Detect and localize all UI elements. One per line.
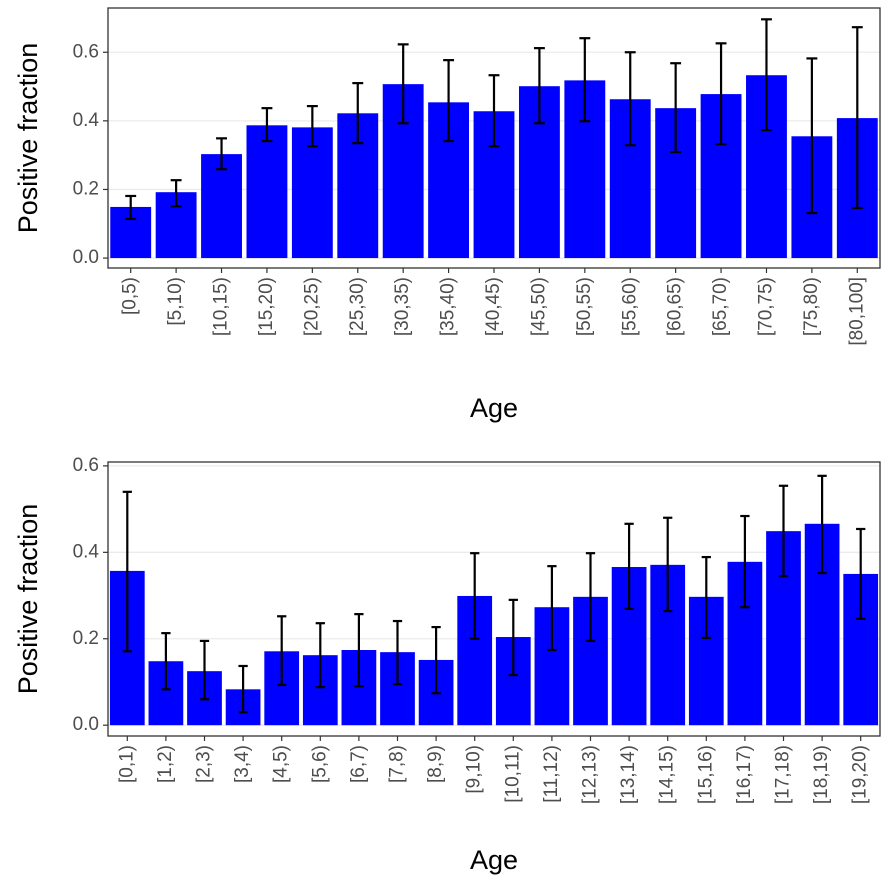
x-tick-label: [60,65): [665, 277, 686, 336]
error-bar: [397, 43, 409, 125]
x-axis-title: Age: [470, 845, 518, 875]
x-tick-label: [14,15): [657, 745, 678, 804]
x-tick-label: [4,5): [271, 745, 292, 783]
error-bar: [170, 179, 182, 208]
x-tick-label: [18,19): [811, 745, 832, 804]
error-bar: [392, 619, 403, 686]
error-bar: [624, 522, 634, 611]
error-bar: [238, 664, 248, 714]
plot-border: [107, 461, 881, 737]
x-tick-label: [15,16): [695, 745, 716, 804]
x-tick-label: [16,17): [734, 745, 755, 804]
error-bar: [261, 107, 273, 143]
x-axis-title: Age: [470, 393, 518, 423]
x-tick-label: [2,3): [194, 745, 215, 783]
plot-background: [108, 462, 880, 736]
bar: [291, 127, 333, 259]
error-bar: [488, 74, 500, 148]
x-tick-label: [70,75): [755, 277, 776, 336]
y-tick-label: 0.0: [73, 247, 99, 268]
x-tick-label: [10,15): [211, 277, 232, 336]
x-tick-label: [5,10): [165, 277, 186, 326]
x-tick-label: [35,40): [438, 277, 459, 336]
x-tick-label: [75,80): [801, 277, 822, 336]
error-bar: [216, 137, 227, 171]
error-bar: [585, 552, 596, 643]
x-tick-label: [8,9): [425, 745, 446, 783]
y-tick-label: 0.4: [73, 110, 100, 131]
error-bar: [277, 615, 287, 687]
bar: [246, 125, 288, 259]
x-tick-label: [13,14): [618, 745, 639, 804]
error-bar: [508, 598, 518, 677]
x-tick-label: [50,55): [574, 277, 595, 336]
x-tick-label: [40,45): [483, 277, 504, 336]
error-bar: [547, 565, 557, 652]
y-tick-label: 0.2: [73, 628, 99, 649]
y-axis-title: Positive fraction: [13, 43, 43, 234]
x-tick-label: [0,1): [116, 745, 137, 783]
x-tick-label: [80,100]: [846, 277, 867, 346]
x-tick-label: [0,5): [120, 277, 141, 315]
error-bar: [761, 18, 772, 132]
chart-panel: 0.0 0.2 0.4 0.6 [0,1) [1,2) [2,3) [3,4) [4,5) [5,…: [13, 455, 881, 875]
error-bar: [315, 622, 325, 689]
y-tick-label: 0.6: [73, 41, 99, 62]
error-bar: [199, 639, 210, 701]
error-bar: [624, 51, 636, 147]
error-bar: [670, 62, 682, 154]
error-bar: [740, 514, 750, 609]
y-tick-label: 0.2: [73, 178, 99, 199]
x-tick-label: [30,35): [392, 277, 413, 336]
x-tick-label: [19,20): [850, 745, 871, 804]
x-tick-label: [20,25): [301, 277, 322, 336]
y-axis-title: Positive fraction: [13, 504, 43, 695]
y-tick-label: 0.0: [73, 714, 99, 735]
error-bar: [161, 632, 171, 691]
x-tick-label: [1,2): [155, 745, 176, 783]
x-tick-label: [11,12): [541, 745, 562, 803]
error-bar: [851, 26, 863, 210]
error-bar: [122, 490, 132, 653]
error-bar: [443, 59, 455, 143]
y-tick-label: 0.4: [73, 541, 100, 562]
plot-border: [107, 7, 881, 269]
error-bar: [431, 625, 441, 695]
chart-panel: 0.0 0.2 0.4 0.6 [0,5) [5,10) [10,15) [15,20) [20…: [13, 7, 881, 423]
x-tick-label: [7,8): [387, 745, 408, 783]
error-bar: [533, 47, 545, 125]
error-bar: [806, 57, 818, 215]
error-bar: [306, 105, 318, 148]
x-tick-label: [6,7): [348, 745, 369, 783]
x-tick-label: [15,20): [256, 277, 277, 336]
x-tick-label: [65,70): [710, 277, 731, 336]
x-tick-label: [5,6): [309, 745, 330, 783]
error-bar: [663, 516, 673, 613]
x-tick-label: [17,18): [773, 745, 794, 804]
error-bar: [778, 484, 789, 578]
x-tick-label: [55,60): [619, 277, 640, 336]
error-bar: [125, 194, 137, 221]
x-tick-label: [12,13): [580, 745, 601, 804]
error-bar: [470, 552, 480, 640]
error-bar: [856, 527, 866, 620]
error-bar: [701, 555, 711, 639]
error-bar: [817, 474, 827, 575]
error-bar: [352, 82, 364, 145]
error-bar: [354, 613, 364, 688]
x-tick-label: [9,10): [464, 745, 485, 794]
bar: [201, 154, 242, 259]
x-tick-label: [10,11): [502, 745, 523, 803]
error-bar: [579, 37, 591, 123]
x-tick-label: [25,30): [347, 277, 368, 336]
error-bar: [715, 42, 727, 146]
x-tick-label: [45,50): [528, 277, 549, 336]
x-tick-label: [3,4): [232, 745, 253, 783]
y-tick-label: 0.6: [73, 455, 99, 476]
